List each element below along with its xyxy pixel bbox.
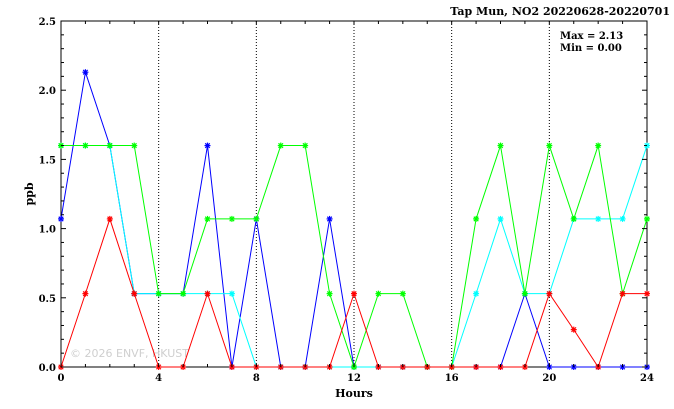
data-point-2-20 — [546, 142, 553, 149]
data-point-2-8 — [253, 215, 260, 222]
x-tick-label-8: 8 — [253, 373, 260, 384]
y-tick-label-1.0: 1.0 — [39, 225, 56, 236]
x-axis-ticks: 0 4 8 12 16 20 24 — [58, 21, 654, 384]
data-point-2-11 — [326, 290, 333, 297]
data-point-3-2 — [106, 215, 113, 222]
chart-title: Tap Mun, NO2 20220628-20220701 — [450, 5, 670, 18]
data-point-1-22 — [595, 215, 602, 222]
min-stat: Min = 0.00 — [560, 43, 622, 54]
data-point-0-0 — [58, 215, 64, 222]
data-point-3-20 — [546, 290, 553, 297]
data-point-2-22 — [595, 142, 602, 149]
data-point-1-18 — [497, 215, 504, 222]
x-tick-label-4: 4 — [155, 373, 162, 384]
data-point-2-17 — [473, 215, 480, 222]
data-point-3-1 — [82, 290, 89, 297]
data-point-2-10 — [302, 142, 309, 149]
y-tick-label-0.0: 0.0 — [39, 363, 56, 374]
data-point-2-7 — [228, 215, 235, 222]
y-axis-ticks: 0.0 0.5 1.0 1.5 2.0 2.5 — [39, 17, 647, 374]
grid-lines — [158, 21, 550, 367]
data-point-3-21 — [570, 326, 577, 333]
data-point-3-23 — [619, 290, 626, 297]
data-point-3-3 — [131, 290, 138, 297]
data-point-1-23 — [619, 215, 626, 222]
data-point-1-7 — [228, 290, 235, 297]
data-point-2-18 — [497, 142, 504, 149]
x-tick-label-16: 16 — [445, 373, 459, 384]
data-point-2-1 — [82, 142, 89, 149]
x-tick-label-0: 0 — [58, 373, 65, 384]
data-point-2-9 — [277, 142, 284, 149]
data-point-2-24 — [644, 215, 650, 222]
data-point-0-11 — [326, 215, 333, 222]
y-tick-label-2.5: 2.5 — [39, 17, 56, 28]
data-point-3-6 — [204, 290, 211, 297]
max-stat: Max = 2.13 — [560, 31, 623, 42]
data-point-2-14 — [399, 290, 406, 297]
data-point-3-12 — [351, 290, 357, 297]
data-point-2-4 — [155, 290, 162, 297]
y-axis-label: ppb — [23, 182, 36, 205]
data-point-2-5 — [180, 290, 187, 297]
data-point-2-3 — [131, 142, 138, 149]
data-point-0-1 — [82, 69, 89, 76]
data-point-2-6 — [204, 215, 211, 222]
series-1 — [58, 142, 650, 370]
y-tick-label-0.5: 0.5 — [39, 294, 56, 305]
watermark: © 2026 ENVF, HKUST — [70, 347, 189, 360]
x-tick-label-24: 24 — [640, 373, 654, 384]
data-point-2-2 — [106, 142, 113, 149]
x-tick-label-20: 20 — [542, 373, 556, 384]
x-tick-label-12: 12 — [347, 373, 361, 384]
data-point-2-13 — [375, 290, 382, 297]
y-tick-label-1.5: 1.5 — [39, 155, 56, 166]
data-point-3-24 — [644, 290, 650, 297]
data-point-2-19 — [521, 290, 528, 297]
x-axis-label: Hours — [335, 387, 373, 400]
data-point-2-21 — [570, 215, 577, 222]
y-tick-label-2.0: 2.0 — [39, 86, 56, 97]
data-point-1-17 — [473, 290, 480, 297]
data-point-0-6 — [204, 142, 211, 149]
